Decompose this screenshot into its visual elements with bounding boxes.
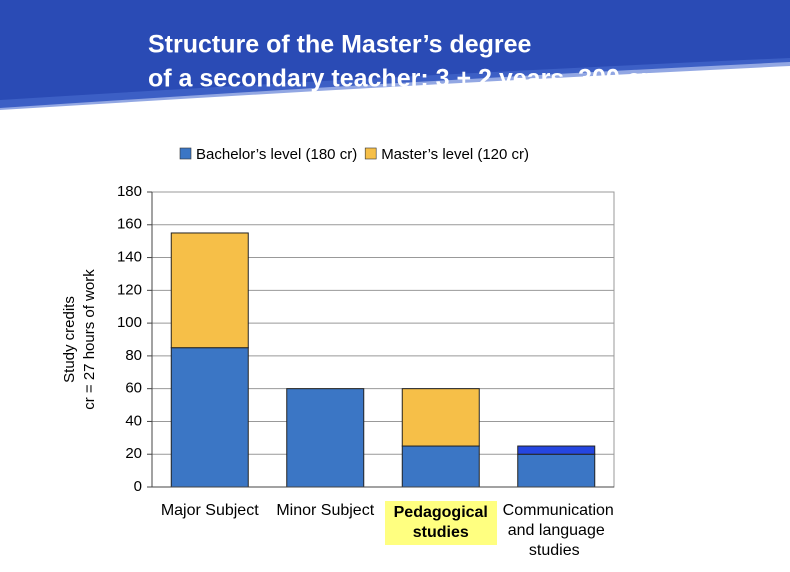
x-tick-label: Minor Subject	[276, 502, 375, 519]
y-tick-label: 40	[125, 412, 142, 429]
header-stripe	[0, 58, 790, 110]
y-tick-label: 180	[117, 183, 142, 200]
header-band	[0, 0, 790, 108]
y-tick-label: 140	[117, 249, 142, 266]
y-tick-label: 60	[125, 380, 142, 397]
y-tick-label: 120	[117, 281, 142, 298]
title-line: Structure of the Master’s degree	[148, 31, 532, 59]
title-line: of a secondary teacher: 3 + 2 years, 300…	[148, 65, 651, 93]
y-tick-label: 160	[117, 216, 142, 233]
legend-swatch	[179, 147, 192, 160]
y-tick-label: 100	[117, 314, 142, 331]
y-axis-label: cr = 27 hours of work	[81, 269, 98, 410]
x-label-box: Pedagogical studies	[379, 501, 503, 545]
bar-segment	[401, 445, 480, 488]
x-label-box: Communication and language studies	[494, 501, 618, 561]
legend-label: Bachelor’s level (180 cr)	[196, 146, 357, 163]
x-tick-label: Communication and language studies	[502, 502, 614, 559]
bar-segment	[401, 388, 480, 447]
bar-segment	[517, 453, 596, 488]
x-tick-label: Pedagogical studies	[384, 501, 497, 545]
bar-segment	[170, 232, 249, 349]
y-tick-label: 20	[125, 445, 142, 462]
x-label-box: Major Subject	[148, 501, 272, 521]
legend-label: Master’s level (120 cr)	[381, 146, 529, 163]
x-label-box: Minor Subject	[263, 501, 387, 521]
y-axis-label: Study credits	[61, 296, 78, 383]
y-tick-label: 80	[125, 347, 142, 364]
legend-swatch	[364, 147, 377, 160]
bar-segment	[170, 347, 249, 488]
x-tick-label: Major Subject	[160, 502, 259, 519]
bar-segment	[286, 388, 365, 488]
y-tick-label: 0	[134, 478, 142, 495]
bar-segment	[517, 445, 596, 455]
